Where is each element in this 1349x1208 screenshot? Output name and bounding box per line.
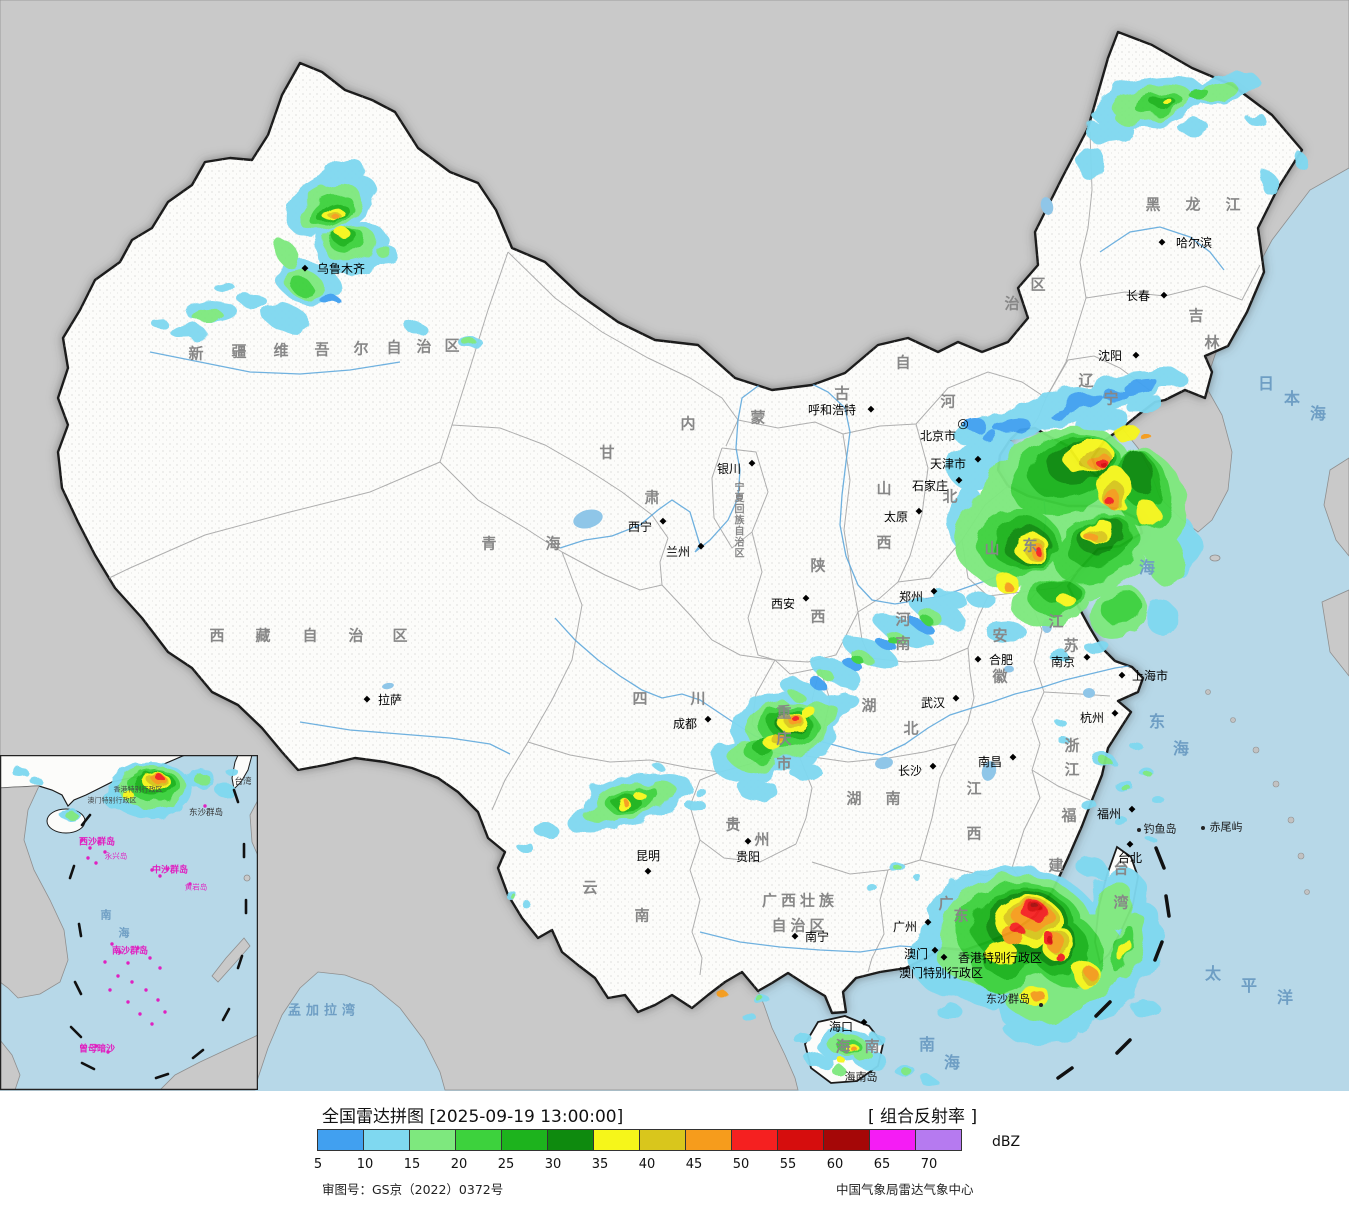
inset-taiwan [231, 755, 253, 791]
dbz-swatch-70 [915, 1129, 962, 1151]
inset-mindoro [243, 874, 251, 882]
ryukyu-islands [1205, 689, 1310, 895]
inset-map-south-china-sea [0, 755, 258, 1090]
dbz-value-label: 60 [826, 1157, 844, 1172]
dbz-value-label: 10 [356, 1157, 374, 1172]
dbz-swatch-65 [869, 1129, 916, 1151]
legend-title: 全国雷达拼图 [2025-09-19 13:00:00] [322, 1107, 624, 1127]
dbz-value-label: 20 [450, 1157, 468, 1172]
dbz-swatch-40 [639, 1129, 686, 1151]
legend-panel: 全国雷达拼图 [2025-09-19 13:00:00] [ 组合反射率 ] d… [0, 1091, 1349, 1208]
inset-frame [0, 755, 258, 1090]
dbz-value-label: 40 [638, 1157, 656, 1172]
inset-radar-echoes [12, 762, 238, 821]
inset-island-specks [80, 804, 207, 1054]
inset-malay [0, 1039, 21, 1090]
dbz-swatch-30 [547, 1129, 594, 1151]
dbz-value-label: 5 [313, 1157, 323, 1172]
inset-luzon [249, 799, 258, 857]
dbz-swatch-60 [823, 1129, 870, 1151]
radar-echoes [150, 71, 1306, 1085]
dbz-value-label: 55 [779, 1157, 797, 1172]
japan-islands [1209, 457, 1349, 677]
dbz-value-label: 15 [403, 1157, 421, 1172]
dbz-value-label: 35 [591, 1157, 609, 1172]
dbz-value-label: 50 [732, 1157, 750, 1172]
echo-level-5 [202, 295, 1158, 691]
dbz-value-label: 65 [873, 1157, 891, 1172]
main-map [0, 0, 1349, 1091]
agency-credit: 中国气象局雷达气象中心 [836, 1182, 974, 1197]
echo-level-60 [1033, 905, 1041, 911]
inset-vietnam [0, 785, 69, 999]
dbz-scale-bar [317, 1129, 962, 1151]
dbz-value-label: 70 [920, 1157, 938, 1172]
dbz-value-label: 45 [685, 1157, 703, 1172]
dbz-swatch-25 [501, 1129, 548, 1151]
inset-nine-dash-line [68, 788, 248, 1080]
dbz-swatch-35 [593, 1129, 640, 1151]
dbz-value-label: 25 [497, 1157, 515, 1172]
inset-borneo [159, 1034, 258, 1090]
maritime-boundary-dashes [1056, 846, 1171, 1080]
dbz-swatch-15 [409, 1129, 456, 1151]
legend-product-label: [ 组合反射率 ] [868, 1107, 978, 1127]
dbz-swatch-10 [363, 1129, 410, 1151]
map-review-number: 审图号：GS京（2022）0372号 [322, 1182, 504, 1197]
dbz-unit-label: dBZ [992, 1134, 1021, 1150]
dbz-swatch-5 [317, 1129, 364, 1151]
inset-palawan [211, 937, 251, 983]
dbz-swatch-20 [455, 1129, 502, 1151]
dbz-swatch-55 [777, 1129, 824, 1151]
dbz-swatch-50 [731, 1129, 778, 1151]
dbz-value-label: 30 [544, 1157, 562, 1172]
dbz-swatch-45 [685, 1129, 732, 1151]
